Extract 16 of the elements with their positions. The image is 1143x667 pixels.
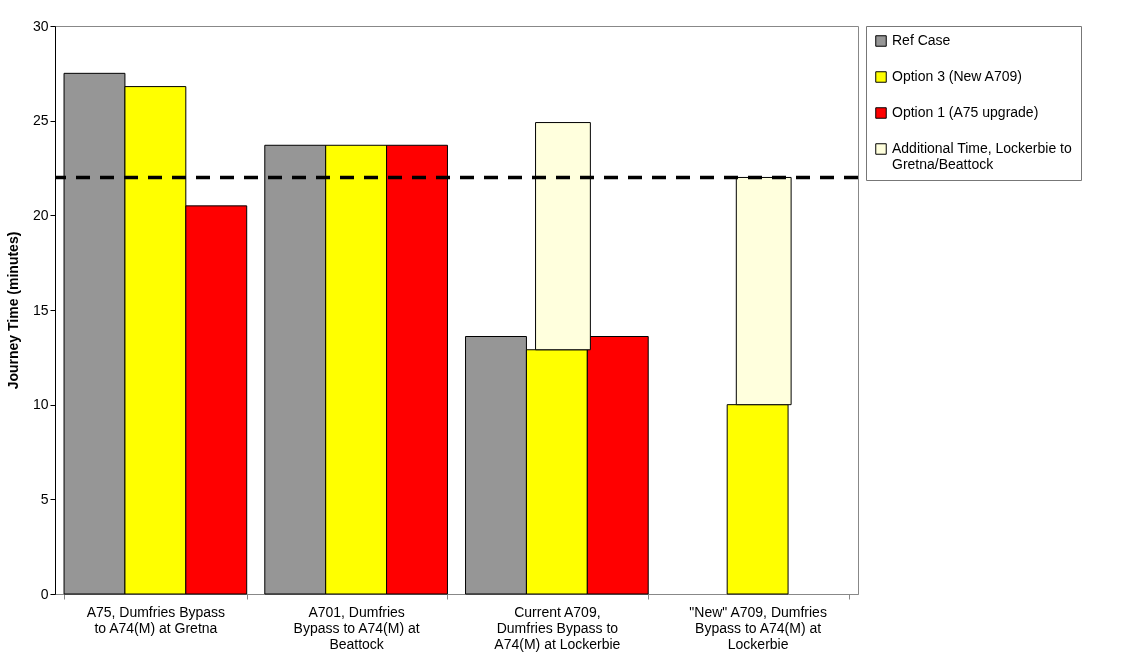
y-axis-title: Journey Time (minutes): [4, 231, 21, 390]
y-tick-label: 20: [32, 206, 49, 223]
x-tick-label: Current A709, Dumfries Bypass to A74(M) at Lockerbie: [494, 603, 621, 652]
x-tick-label: "New" A709, Dumfries Bypass to A74(M) at Lockerbie: [689, 603, 827, 652]
x-tick-label: A701, Dumfries Bypass to A74(M) at Beattock: [293, 603, 420, 652]
y-tick-label: 15: [32, 301, 49, 318]
y-tick-label: 5: [40, 490, 49, 507]
legend-label: Ref Case: [892, 32, 951, 48]
y-tick-label: 10: [32, 396, 49, 413]
y-tick-label: 30: [32, 17, 49, 34]
legend-label: Additional Time, Lockerbie to Gretna/Beattock: [892, 140, 1072, 172]
x-tick-label: A75, Dumfries Bypass to A74(M) at Gretna: [86, 603, 226, 636]
y-tick-label: 0: [40, 585, 49, 602]
legend-label: Option 1 (A75 upgrade): [892, 104, 1039, 120]
y-tick-label: 25: [32, 112, 49, 129]
legend-label: Option 3 (New A709): [892, 68, 1022, 84]
